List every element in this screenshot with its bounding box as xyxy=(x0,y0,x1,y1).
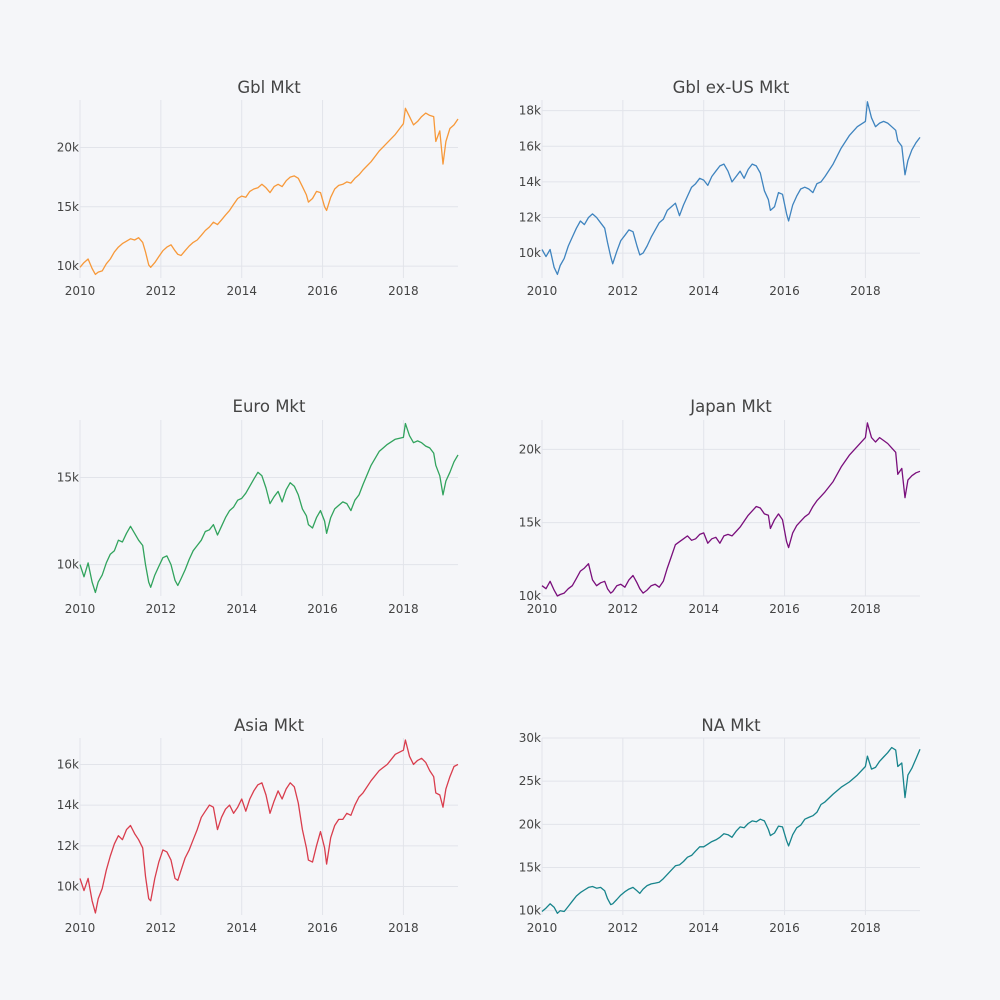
y-tick-label: 16k xyxy=(57,757,79,771)
y-tick-label: 15k xyxy=(519,861,541,875)
x-tick-label: 2016 xyxy=(769,602,800,616)
x-tick-label: 2012 xyxy=(146,284,177,298)
y-tick-label: 10k xyxy=(57,880,79,894)
series-line xyxy=(541,746,921,914)
y-tick-label: 12k xyxy=(57,839,79,853)
subplot-title: Asia Mkt xyxy=(234,716,305,735)
y-tick-label: 20k xyxy=(57,140,79,154)
x-tick-label: 2012 xyxy=(146,921,177,935)
x-tick-label: 2018 xyxy=(388,284,419,298)
subplot-asia-mkt: Asia Mkt 2010 2012 2014 2016 2018 10k 12k 14k 16… xyxy=(57,716,459,935)
x-tick-label: 2016 xyxy=(307,602,338,616)
x-tick-label: 2014 xyxy=(226,284,257,298)
series-line xyxy=(79,422,459,594)
subplot-gbl-mkt: Gbl Mkt 2010 2012 2014 2016 2018 10k 15k 20k xyxy=(57,78,459,298)
y-tick-label: 16k xyxy=(519,139,541,153)
y-tick-label: 10k xyxy=(519,246,541,260)
x-tick-label: 2012 xyxy=(608,921,639,935)
y-tick-label: 20k xyxy=(519,442,541,456)
y-tick-label: 10k xyxy=(519,904,541,918)
series-line xyxy=(541,101,921,276)
x-tick-label: 2010 xyxy=(527,602,558,616)
x-tick-label: 2016 xyxy=(307,921,338,935)
y-tick-label: 18k xyxy=(519,104,541,118)
subplot-na-mkt: NA Mkt 2010 2012 2014 2016 2018 10k 15k 20k 25k 3… xyxy=(519,716,921,935)
subplot-euro-mkt: Euro Mkt 2010 2012 2014 2016 2018 10k 15k xyxy=(57,397,459,616)
x-tick-label: 2018 xyxy=(850,602,881,616)
y-tick-label: 25k xyxy=(519,774,541,788)
y-tick-label: 15k xyxy=(57,200,79,214)
x-tick-label: 2014 xyxy=(226,602,257,616)
y-tick-label: 15k xyxy=(519,516,541,530)
y-tick-label: 12k xyxy=(519,210,541,224)
subplot-title: Euro Mkt xyxy=(233,397,306,416)
x-tick-label: 2018 xyxy=(388,921,419,935)
series-line xyxy=(79,107,459,276)
x-tick-label: 2018 xyxy=(850,921,881,935)
x-tick-label: 2012 xyxy=(608,284,639,298)
series-line xyxy=(541,422,921,597)
x-tick-label: 2016 xyxy=(769,284,800,298)
x-tick-label: 2014 xyxy=(688,284,719,298)
x-tick-label: 2010 xyxy=(527,284,558,298)
y-tick-label: 14k xyxy=(519,175,541,189)
x-tick-label: 2010 xyxy=(65,602,96,616)
x-tick-label: 2018 xyxy=(850,284,881,298)
y-tick-label: 10k xyxy=(519,589,541,603)
subplot-gbl-ex-us-mkt: Gbl ex-US Mkt 2010 2012 2014 2016 2018 10k 12k… xyxy=(519,78,921,298)
y-tick-label: 10k xyxy=(57,259,79,273)
x-tick-label: 2010 xyxy=(527,921,558,935)
y-tick-label: 30k xyxy=(519,731,541,745)
y-tick-label: 14k xyxy=(57,798,79,812)
x-tick-label: 2014 xyxy=(226,921,257,935)
subplot-title: Japan Mkt xyxy=(689,397,772,416)
subplot-title: Gbl ex-US Mkt xyxy=(673,78,790,97)
x-tick-label: 2010 xyxy=(65,284,96,298)
x-tick-label: 2010 xyxy=(65,921,96,935)
x-tick-label: 2014 xyxy=(688,602,719,616)
x-tick-label: 2012 xyxy=(146,602,177,616)
subplot-title: NA Mkt xyxy=(701,716,761,735)
x-tick-label: 2014 xyxy=(688,921,719,935)
subplot-japan-mkt: Japan Mkt 2010 2012 2014 2016 2018 10k 15k 20k xyxy=(519,397,921,616)
y-tick-label: 10k xyxy=(57,558,79,572)
subplot-title: Gbl Mkt xyxy=(237,78,301,97)
x-tick-label: 2018 xyxy=(388,602,419,616)
x-tick-label: 2016 xyxy=(769,921,800,935)
series-line xyxy=(79,739,459,914)
y-tick-label: 20k xyxy=(519,817,541,831)
x-tick-label: 2016 xyxy=(307,284,338,298)
x-tick-label: 2012 xyxy=(608,602,639,616)
y-tick-label: 15k xyxy=(57,471,79,485)
